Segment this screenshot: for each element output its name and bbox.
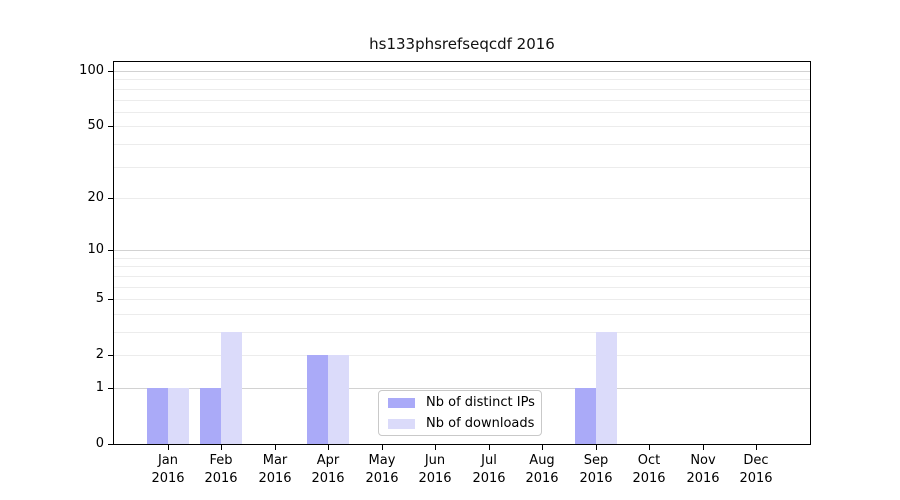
legend: Nb of distinct IPs Nb of downloads: [378, 390, 542, 436]
gridline-minor: [114, 112, 810, 113]
x-tick-mark: [542, 445, 543, 450]
legend-label-distinct-ips: Nb of distinct IPs: [426, 395, 535, 410]
x-tick-label: Jan 2016: [151, 453, 185, 486]
x-tick-mark: [275, 445, 276, 450]
gridline-minor: [114, 276, 810, 277]
gridline-100: [114, 71, 810, 72]
x-tick-label: Apr 2016: [311, 453, 345, 486]
x-tick-label: Dec 2016: [739, 453, 773, 486]
y-tick-label: 50: [87, 118, 104, 133]
gridline-minor: [114, 79, 810, 80]
legend-swatch-distinct-ips: [388, 397, 415, 408]
x-tick-mark: [435, 445, 436, 450]
y-tick-mark: [108, 250, 113, 251]
y-tick-label: 100: [79, 63, 104, 78]
x-tick-label: Nov 2016: [686, 453, 720, 486]
bar-nb-of-distinct-ips-Sep: [575, 388, 596, 444]
y-tick-label: 10: [87, 242, 104, 257]
gridline-50: [114, 126, 810, 127]
y-tick-mark: [108, 444, 113, 445]
x-tick-mark: [596, 445, 597, 450]
legend-item-downloads: Nb of downloads: [388, 415, 541, 433]
y-tick-mark: [108, 355, 113, 356]
x-tick-label: Jul 2016: [472, 453, 506, 486]
chart-title: hs133phsrefseqcdf 2016: [369, 35, 555, 53]
x-tick-label: Oct 2016: [632, 453, 666, 486]
y-tick-label: 20: [87, 190, 104, 205]
x-tick-label: Jun 2016: [418, 453, 452, 486]
bar-nb-of-downloads-Jan: [168, 388, 189, 444]
legend-swatch-downloads: [388, 418, 415, 429]
y-tick-mark: [108, 126, 113, 127]
y-tick-label: 5: [95, 291, 104, 306]
y-tick-mark: [108, 388, 113, 389]
gridline-minor: [114, 100, 810, 101]
x-tick-label: Sep 2016: [579, 453, 613, 486]
x-tick-mark: [168, 445, 169, 450]
x-tick-label: Aug 2016: [525, 453, 559, 486]
gridline-minor: [114, 287, 810, 288]
x-tick-label: Feb 2016: [204, 453, 238, 486]
gridline-minor: [114, 258, 810, 259]
gridline-minor: [114, 89, 810, 90]
y-tick-label: 1: [95, 380, 104, 395]
gridline-1: [114, 388, 810, 389]
x-tick-label: May 2016: [365, 453, 399, 486]
y-tick-label: 0: [95, 436, 104, 451]
x-tick-label: Mar 2016: [258, 453, 292, 486]
x-tick-mark: [649, 445, 650, 450]
y-tick-mark: [108, 299, 113, 300]
gridline-minor: [114, 167, 810, 168]
y-tick-mark: [108, 198, 113, 199]
legend-item-distinct-ips: Nb of distinct IPs: [388, 394, 541, 412]
gridline-2: [114, 355, 810, 356]
bar-nb-of-distinct-ips-Apr: [307, 355, 328, 444]
bar-nb-of-distinct-ips-Feb: [200, 388, 221, 444]
gridline-minor: [114, 144, 810, 145]
plot-area: [113, 61, 811, 445]
gridline-10: [114, 250, 810, 251]
gridline-minor: [114, 314, 810, 315]
bar-nb-of-downloads-Feb: [221, 332, 242, 444]
bar-nb-of-distinct-ips-Jan: [147, 388, 168, 444]
y-tick-label: 2: [95, 347, 104, 362]
gridline-minor: [114, 332, 810, 333]
y-tick-mark: [108, 71, 113, 72]
x-tick-mark: [382, 445, 383, 450]
gridline-minor: [114, 266, 810, 267]
gridline-5: [114, 299, 810, 300]
bar-nb-of-downloads-Apr: [328, 355, 349, 444]
x-tick-mark: [221, 445, 222, 450]
x-tick-mark: [328, 445, 329, 450]
legend-label-downloads: Nb of downloads: [426, 416, 535, 431]
gridline-20: [114, 198, 810, 199]
x-tick-mark: [756, 445, 757, 450]
x-tick-mark: [489, 445, 490, 450]
bar-nb-of-downloads-Sep: [596, 332, 617, 444]
x-tick-mark: [703, 445, 704, 450]
